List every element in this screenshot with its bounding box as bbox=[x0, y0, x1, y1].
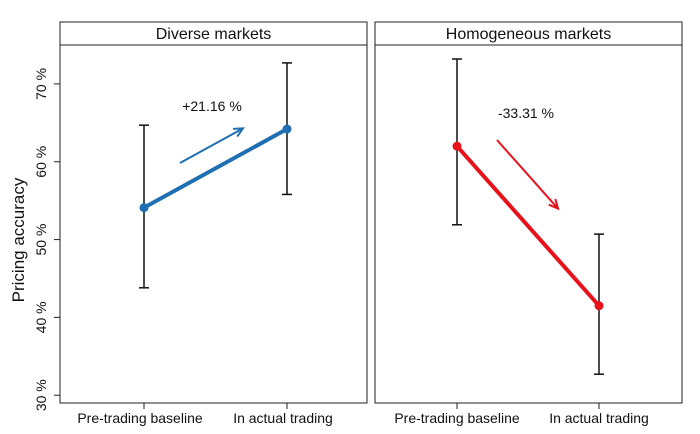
trend-arrow-head bbox=[232, 127, 246, 138]
y-axis-title-group: Pricing accuracy bbox=[9, 177, 28, 302]
change-annotation: -33.31 % bbox=[498, 105, 554, 121]
panel-homogeneous-markets: Homogeneous markets -33.31 % bbox=[374, 21, 683, 409]
data-point bbox=[452, 141, 462, 151]
panel-title: Homogeneous markets bbox=[446, 26, 611, 43]
y-tick-label: 30 % bbox=[33, 379, 49, 411]
trend-arrow-shaft bbox=[179, 127, 244, 164]
y-axis: 30 % 40 % 50 % 60 % 70 % bbox=[33, 68, 60, 411]
trend-arrow-shaft bbox=[496, 139, 559, 210]
series-line bbox=[455, 144, 601, 308]
y-tick-label: 60 % bbox=[33, 146, 49, 178]
panel-marks bbox=[139, 62, 292, 409]
plot-area bbox=[59, 44, 368, 404]
y-tick-label: 70 % bbox=[33, 68, 49, 100]
x-tick-label: Pre-trading baseline bbox=[77, 410, 203, 426]
y-tick-label: 40 % bbox=[33, 301, 49, 333]
panel-marks bbox=[452, 58, 604, 409]
x-tick-label: In actual trading bbox=[549, 410, 649, 426]
y-axis-title: Pricing accuracy bbox=[9, 177, 28, 302]
trend-arrow-head bbox=[548, 198, 560, 211]
x-tick-label: Pre-trading baseline bbox=[394, 410, 520, 426]
change-annotation: +21.16 % bbox=[182, 98, 242, 114]
data-point bbox=[139, 203, 149, 213]
y-tick-label: 50 % bbox=[33, 224, 49, 256]
data-point bbox=[282, 124, 292, 134]
panel-title: Diverse markets bbox=[156, 26, 272, 43]
panel-diverse-markets: Diverse markets +21.16 % bbox=[59, 21, 368, 409]
data-point bbox=[594, 301, 604, 311]
series-line bbox=[142, 127, 289, 210]
x-tick-label: In actual trading bbox=[233, 410, 333, 426]
